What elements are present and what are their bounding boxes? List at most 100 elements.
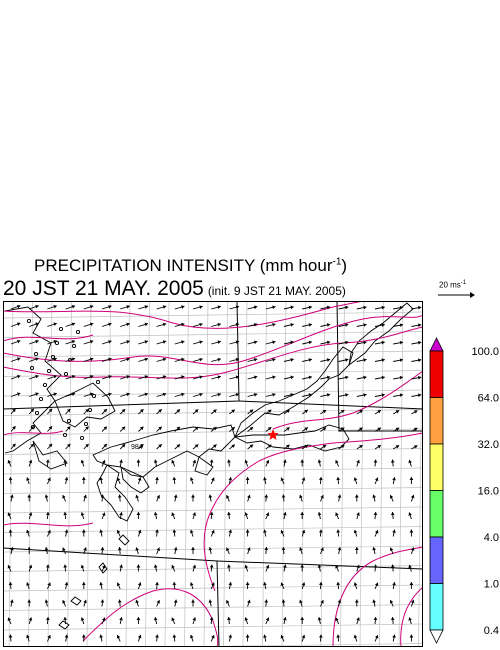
wind-arrow [302,323,313,327]
wind-arrow [116,634,121,642]
wind-arrow [320,427,327,432]
wind-arrow [247,426,254,432]
island [50,354,56,360]
wind-arrow [189,634,194,642]
grid-line [398,301,404,647]
wind-arrow [265,393,276,397]
wind-arrow [373,616,378,625]
coastline-segment [194,456,214,476]
wind-arrow [263,634,267,642]
coastline-segment [92,424,236,478]
wind-arrow [83,392,94,397]
wind-arrow [174,305,185,310]
wind-arrow [410,494,415,502]
wind-arrow [47,443,53,450]
isobar [272,370,423,430]
grid-line [3,526,423,533]
wind-arrow [283,617,287,625]
wind-arrow [302,340,313,345]
wind-arrow [192,459,197,467]
wind-arrow [138,392,149,397]
coastline-segment [348,302,414,367]
wind-arrow [63,459,68,467]
island [66,418,72,424]
wind-arrow [390,459,395,467]
wind-arrow [119,617,123,625]
wind-arrow [8,476,13,485]
wind-arrow [26,582,30,590]
wind-arrow [409,529,414,537]
wind-arrow [373,564,378,572]
wind-arrow [411,410,418,415]
wind-arrow [229,392,240,397]
grid-line [3,584,423,592]
wind-arrow [47,426,53,432]
wind-arrow [300,459,305,467]
wind-arrow [120,305,130,310]
wind-arrow [338,305,349,310]
wind-arrow [265,444,272,450]
wind-arrow [211,392,221,397]
island [33,351,39,357]
wind-arrow [338,323,349,327]
wind-arrow [300,564,305,572]
legend-swatch [429,350,444,398]
wind-arrow [354,494,359,502]
wind-arrow [247,357,258,362]
wind-arrow [336,476,341,485]
lat-lon-grid [3,301,423,647]
wind-arrow [356,564,360,572]
isobar [82,588,219,647]
wind-arrow [116,582,121,590]
wind-arrow [192,392,203,397]
wind-arrow [300,617,305,624]
wind-arrow [265,358,276,362]
wind-arrow [8,529,13,537]
wind-arrow [172,634,177,642]
grid-line [3,545,423,553]
wind-arrow [338,427,345,432]
wind-arrow [337,599,342,607]
wind-arrow [244,564,249,572]
wind-arrow [65,443,71,450]
wind-arrow [46,477,51,485]
wind-arrow [29,374,39,380]
wind-arrow [301,634,306,642]
legend-label: 0.4 [484,625,499,637]
grid-line [340,301,345,647]
wind-arrow [247,444,254,450]
wind-arrow [320,358,331,362]
isobar [203,432,423,592]
wind-arrow [192,426,199,432]
wind-arrow [46,634,51,642]
wind-arrow [283,358,294,362]
wind-arrow [211,340,221,345]
wind-arrow [138,408,144,415]
wind-arrow [374,477,379,485]
legend-swatch [429,536,444,584]
wind-arrow [374,305,385,310]
wind-arrow [117,546,122,555]
wind-arrow [229,426,236,432]
wind-arrow [374,358,385,362]
wind-arrow [65,322,76,327]
wind-arrow [62,599,67,607]
wind-arrow [392,529,396,537]
wind-arrow [247,340,258,345]
wind-arrow [356,358,367,362]
wind-arrow [116,529,121,537]
coastline-segment [233,346,354,439]
title-close-paren: ) [341,256,348,275]
wind-arrow [411,445,418,450]
wind-arrow [281,494,286,502]
wind-arrow [83,443,89,450]
wind-arrow [137,529,142,537]
wind-arrow [101,564,106,572]
grid-line [223,301,228,647]
wind-arrow [410,599,415,607]
wind-arrow [10,494,14,502]
wind-arrow [353,477,358,485]
chart-title: PRECIPITATION INTENSITY (mm hour-1) [34,256,347,276]
wind-arrow [171,512,176,520]
island [46,368,52,374]
